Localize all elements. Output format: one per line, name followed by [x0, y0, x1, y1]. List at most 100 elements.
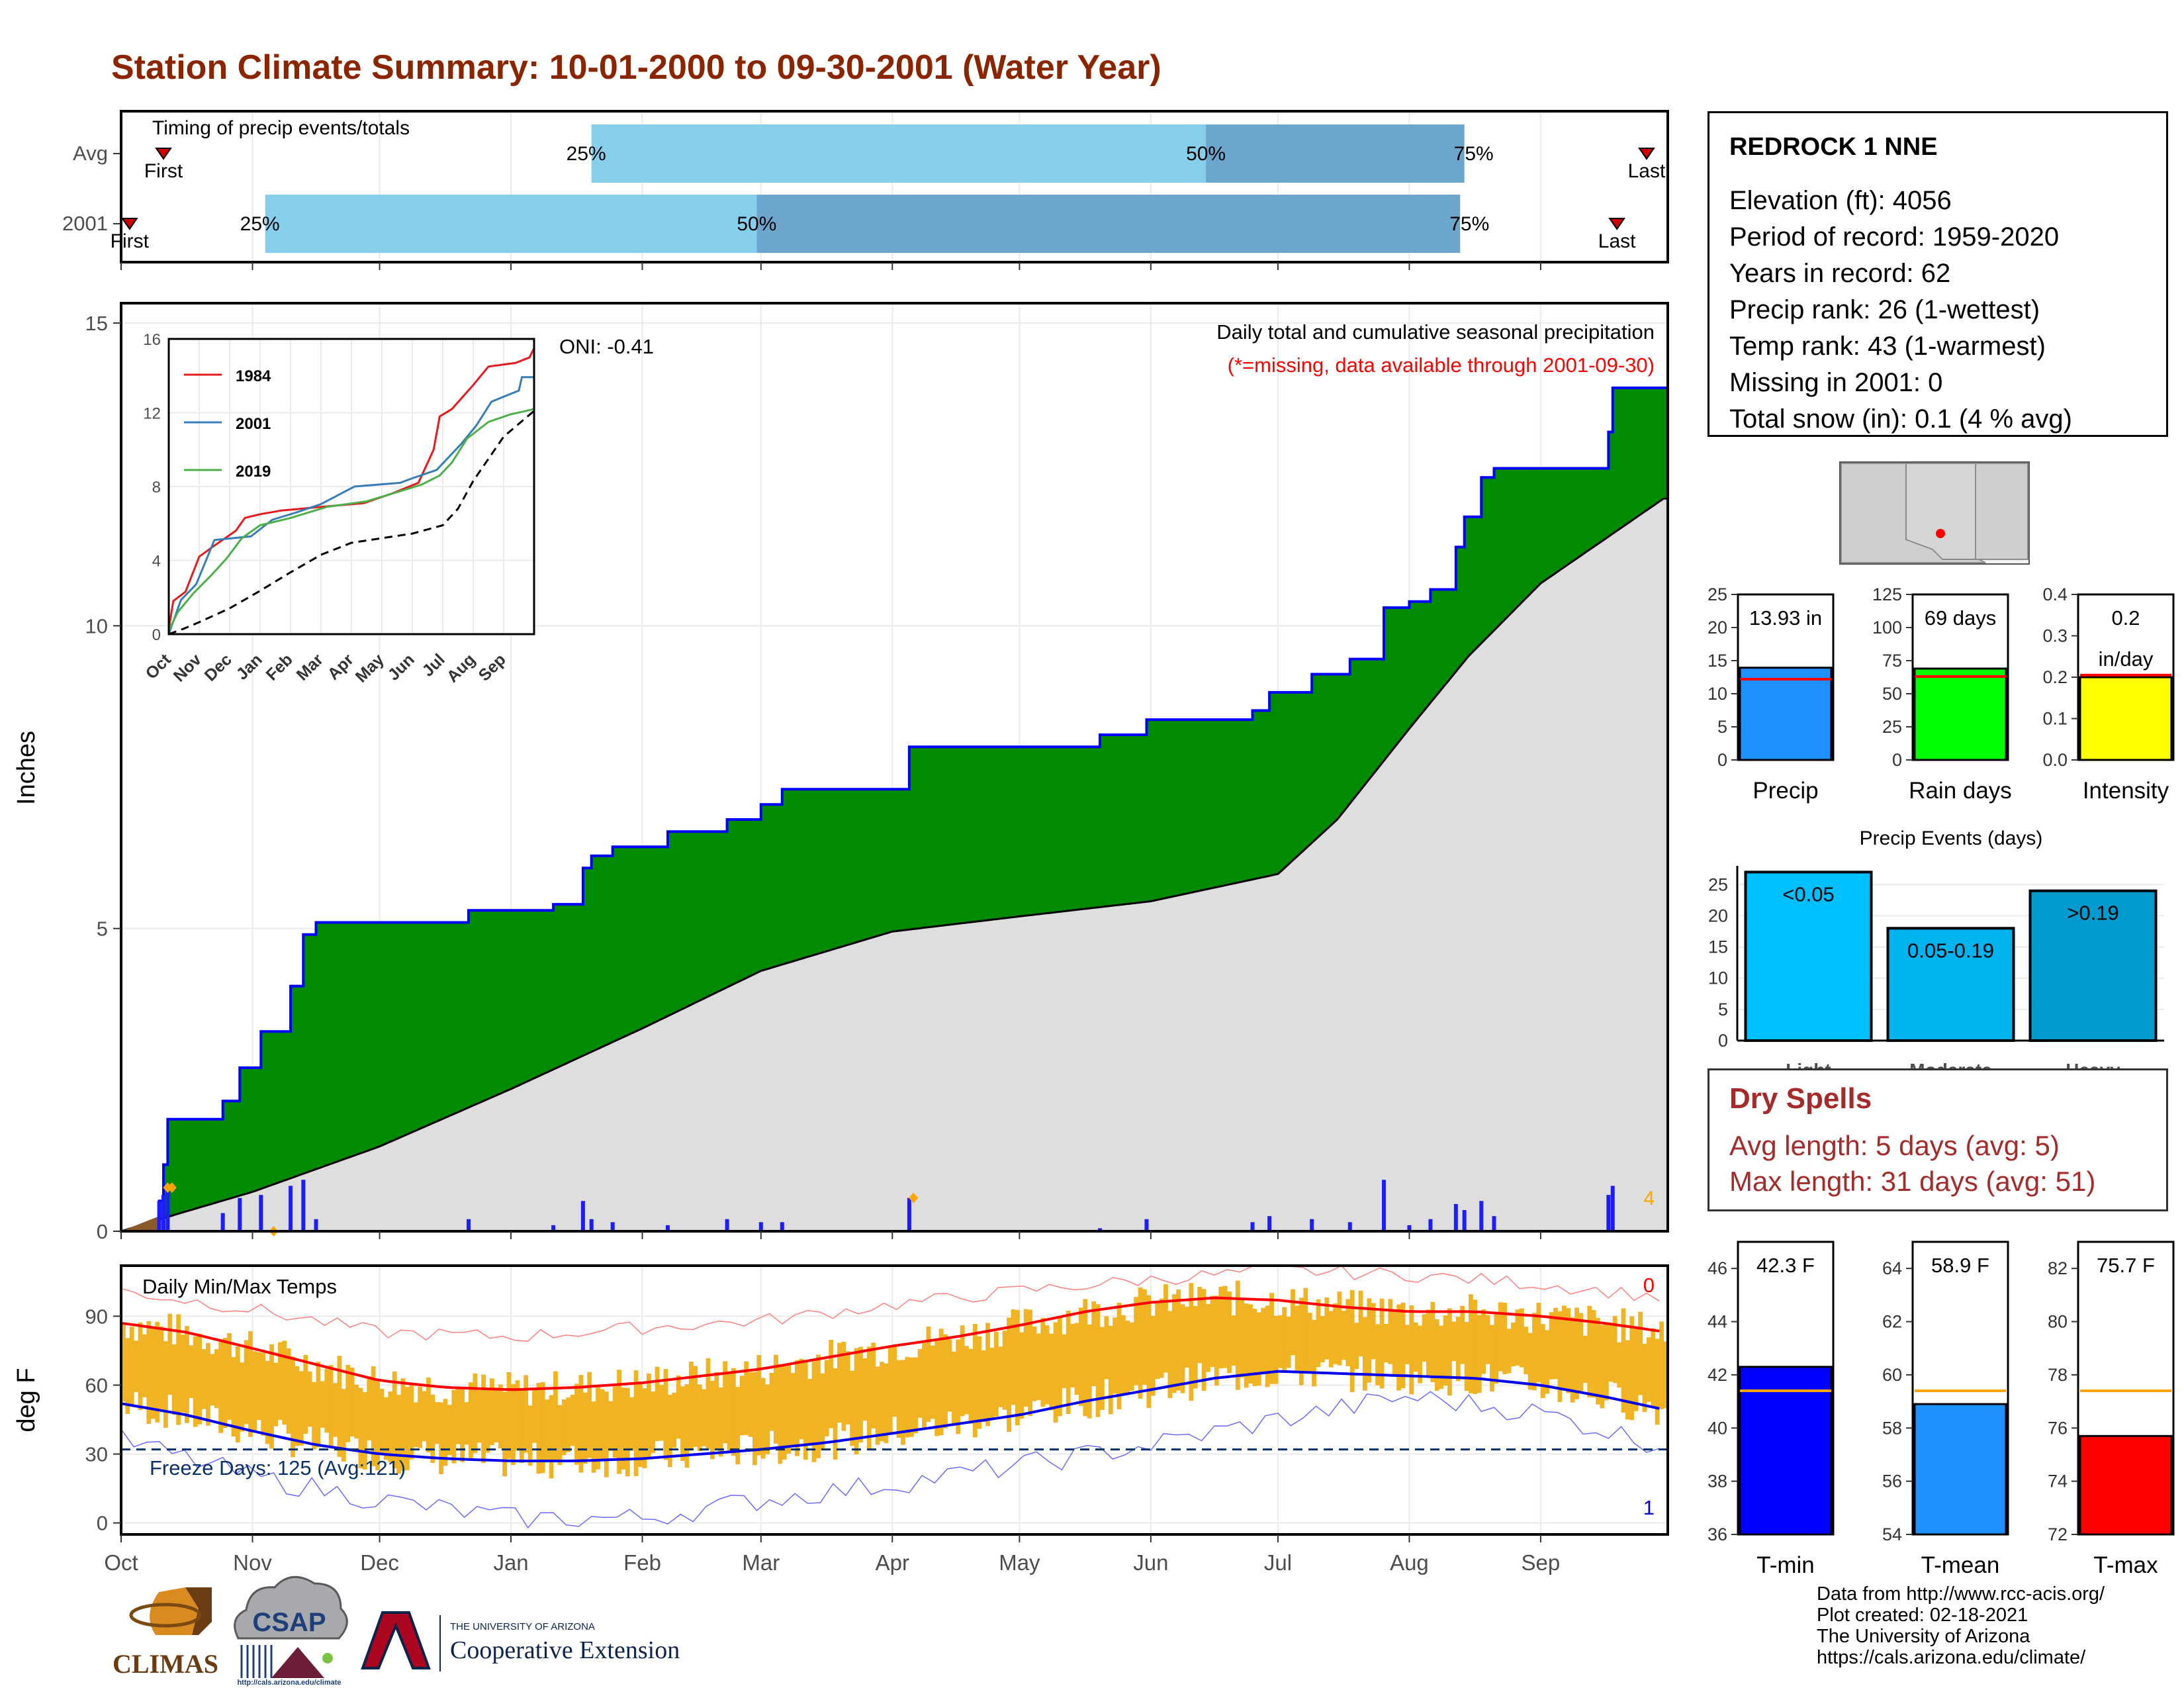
precip-deficit-area: [121, 1216, 159, 1231]
daily-temp-bar: [1439, 1325, 1444, 1389]
daily-temp-bar: [422, 1391, 427, 1442]
timing-title: Timing of precip events/totals: [152, 117, 410, 139]
daily-temp-bar: [1587, 1305, 1592, 1398]
daily-temp-bar: [206, 1342, 210, 1426]
daily-temp-bar: [646, 1373, 651, 1459]
station-info-box: REDROCK 1 NNE Elevation (ft): 4056 Perio…: [1707, 111, 2168, 437]
daily-temp-bar: [1494, 1313, 1499, 1384]
daily-precip-bar: [301, 1180, 306, 1231]
station-period: Period of record: 1959-2020: [1729, 222, 2060, 252]
inset-y-tick-label: 12: [143, 405, 161, 423]
temp-panel-frame: [120, 1264, 1669, 1536]
precip-subtitle: (*=missing, data available through 2001-…: [1228, 353, 1655, 377]
daily-temp-bar: [545, 1399, 550, 1460]
events-y-tick-label: 5: [1718, 1000, 1728, 1019]
temp-max-y-tick-label: 74: [2048, 1472, 2068, 1491]
daily-temp-bar: [1171, 1294, 1177, 1393]
logo-row: CLIMAS CSAP http://cals.arizona.edu/climat…: [113, 1575, 680, 1687]
daily-temp-bar: [443, 1399, 448, 1466]
daily-temp-bar: [235, 1346, 240, 1443]
daily-temp-bar: [146, 1321, 152, 1424]
daily-temp-bar: [1604, 1323, 1609, 1401]
daily-precip-bar: [758, 1222, 763, 1231]
temp-min-y-tick-label: 44: [1707, 1312, 1727, 1332]
daily-temp-bar: [303, 1354, 308, 1434]
daily-temp-bar: [1608, 1325, 1614, 1382]
temp-min-bar: [1739, 1366, 1833, 1536]
daily-temp-bar: [778, 1364, 783, 1464]
daily-temp-bar: [1371, 1303, 1376, 1360]
avg-tmin-line: [120, 1370, 1660, 1462]
timing-label-50: 50%: [1186, 143, 1226, 165]
daily-temp-bar: [739, 1376, 745, 1436]
daily-precip-bar: [725, 1219, 729, 1231]
daily-temp-bar: [866, 1346, 872, 1450]
daily-temp-bar: [240, 1362, 245, 1432]
daily-temp-bar: [1015, 1309, 1020, 1426]
daily-temp-bar: [125, 1338, 130, 1415]
last-event-label: Last: [1628, 160, 1666, 182]
intensity-y-tick-label: 0.4: [2042, 585, 2068, 604]
daily-temp-bar: [273, 1362, 279, 1427]
daily-temp-bar: [523, 1375, 529, 1453]
temp-mean-y-tick-label: 54: [1882, 1524, 1902, 1544]
daily-temp-bar: [760, 1378, 766, 1459]
footer-credits: Data from http://www.rcc-acis.org/ Plot …: [1817, 1583, 2105, 1668]
temp-mean-bar: [1913, 1403, 2007, 1536]
events-title: Precip Events (days): [1860, 827, 2043, 849]
daily-temp-bar: [744, 1361, 749, 1435]
daily-temp-bar: [862, 1358, 868, 1421]
precip-panel-frame: [120, 302, 1669, 1233]
month-tick-label: Dec: [360, 1550, 399, 1575]
daily-temp-bar: [1651, 1328, 1656, 1408]
daily-temp-bar: [887, 1346, 893, 1432]
events-value-label: 0.05-0.19: [1907, 939, 1994, 962]
daily-temp-bar: [1527, 1333, 1533, 1390]
normal-precip-area: [121, 498, 1668, 1231]
daily-temp-bar: [1655, 1338, 1660, 1425]
daily-temp-bar: [769, 1372, 774, 1431]
daily-temp-bar: [460, 1387, 465, 1462]
intensity-axis-label: Intensity: [2083, 778, 2169, 804]
daily-temp-bar: [774, 1354, 778, 1444]
intensity-bar: [2079, 676, 2173, 761]
daily-temp-bar: [884, 1363, 889, 1444]
events-bar: [2028, 889, 2158, 1042]
daily-temp-bar: [905, 1356, 910, 1438]
daily-temp-bar: [1367, 1298, 1372, 1383]
daily-temp-bar: [349, 1368, 355, 1437]
temp-max-y-tick-label: 82: [2048, 1258, 2068, 1278]
daily-temp-bar: [252, 1351, 257, 1432]
dry-spells-title: Dry Spells: [1729, 1082, 1872, 1115]
daily-temp-bar: [629, 1397, 635, 1451]
daily-temp-bar: [752, 1372, 757, 1466]
daily-temp-bar: [1409, 1305, 1414, 1395]
daily-temp-bar: [388, 1391, 393, 1462]
daily-temp-bar: [367, 1376, 372, 1440]
daily-temp-bar: [1231, 1315, 1236, 1366]
dry-spells-avg: Avg length: 5 days (avg: 5): [1729, 1130, 2060, 1161]
daily-temp-bar: [163, 1341, 168, 1428]
daily-temp-bar: [295, 1366, 300, 1446]
daily-temp-bar: [1303, 1288, 1308, 1372]
events-bar: [1886, 927, 2015, 1043]
daily-temp-bar: [129, 1327, 134, 1405]
daily-temp-bar: [197, 1333, 203, 1425]
daily-temp-bar: [587, 1372, 592, 1458]
daily-temp-bar: [1180, 1304, 1185, 1393]
daily-temp-bar: [1070, 1323, 1075, 1387]
daily-temp-bar: [337, 1356, 342, 1457]
daily-temp-bar: [1206, 1303, 1210, 1372]
daily-temp-bar: [1596, 1317, 1600, 1405]
daily-temp-bar: [723, 1361, 727, 1444]
daily-temp-bar: [1384, 1324, 1388, 1363]
daily-temp-bar: [756, 1354, 762, 1456]
rain-days-y-tick-label: 0: [1892, 750, 1902, 770]
daily-temp-bar: [782, 1366, 787, 1460]
daily-temp-bar: [651, 1391, 656, 1454]
daily-temp-bar: [1485, 1315, 1490, 1364]
daily-temp-bar: [1413, 1322, 1418, 1372]
daily-temp-bar: [379, 1389, 385, 1455]
daily-temp-bar: [1049, 1333, 1054, 1411]
daily-temp-bar: [1553, 1307, 1558, 1380]
